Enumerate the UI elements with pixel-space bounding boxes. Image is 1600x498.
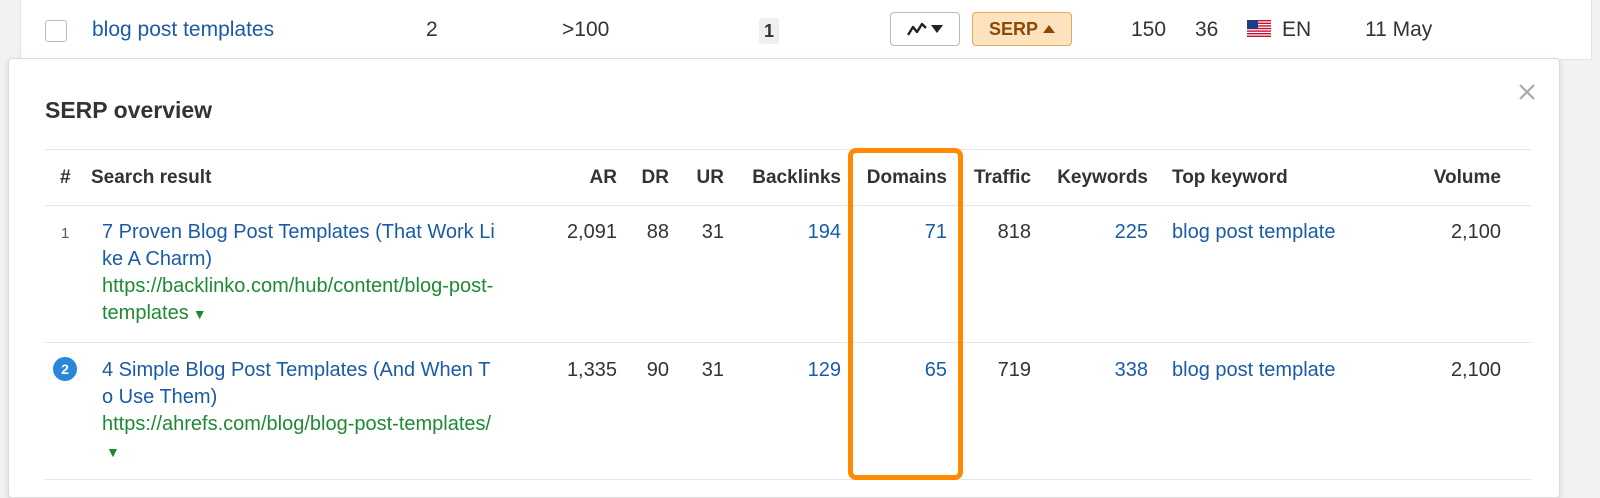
header-domains[interactable]: Domains [866, 167, 947, 188]
keyword-link[interactable]: blog post templates [92, 18, 275, 41]
result-volume: 2,100 [1450, 359, 1501, 381]
trend-chart-icon [907, 22, 927, 36]
result-top-keyword-link[interactable]: blog post template [1172, 221, 1336, 243]
result-dr: 88 [646, 221, 669, 243]
result-rank: 1 [61, 225, 70, 242]
result-volume: 2,100 [1450, 221, 1501, 243]
serp-overview-panel: SERP overview # Search result AR DR UR B… [8, 58, 1560, 498]
result-dr: 90 [646, 359, 669, 381]
metric-b: 36 [1195, 18, 1219, 41]
result-url-text: https://ahrefs.com/blog/blog-post-templa… [102, 413, 492, 435]
result-ur: 31 [701, 359, 724, 381]
divider [45, 479, 1531, 480]
result-backlinks-link[interactable]: 194 [807, 221, 841, 243]
result-domains-link[interactable]: 65 [924, 359, 947, 381]
language: EN [1282, 18, 1312, 41]
result-url-text: https://backlinko.com/hub/content/blog-p… [102, 275, 494, 324]
close-icon[interactable] [1512, 77, 1542, 107]
keyword-position: 2 [426, 18, 438, 41]
keyword-volume: >100 [562, 18, 610, 41]
caret-down-icon[interactable]: ▼ [106, 444, 120, 460]
result-ur: 31 [701, 221, 724, 243]
header-dr[interactable]: DR [641, 167, 669, 188]
result-title-link[interactable]: 4 Simple Blog Post Templates (And When T… [102, 359, 491, 408]
result-keywords-link[interactable]: 338 [1114, 359, 1148, 381]
result-backlinks-link[interactable]: 129 [807, 359, 841, 381]
last-updated-date: 11 May [1365, 18, 1433, 41]
result-url-link[interactable]: https://ahrefs.com/blog/blog-post-templa… [102, 411, 497, 466]
header-search-result[interactable]: Search result [91, 167, 212, 188]
result-traffic: 818 [997, 221, 1031, 243]
header-volume[interactable]: Volume [1433, 167, 1501, 188]
caret-down-icon [931, 25, 943, 33]
serp-toggle-button[interactable]: SERP [972, 12, 1072, 46]
divider [45, 149, 1531, 150]
result-ar: 2,091 [566, 221, 617, 243]
result-keywords-link[interactable]: 225 [1114, 221, 1148, 243]
header-keywords[interactable]: Keywords [1057, 167, 1148, 188]
header-ar[interactable]: AR [589, 167, 617, 188]
metric-a: 150 [1131, 18, 1167, 41]
result-domains-link[interactable]: 71 [924, 221, 947, 243]
header-rank: # [60, 167, 71, 188]
result-top-keyword-link[interactable]: blog post template [1172, 359, 1336, 381]
header-top-keyword[interactable]: Top keyword [1172, 167, 1288, 188]
divider [45, 205, 1531, 206]
result-rank-badge: 2 [53, 357, 77, 381]
result-ar: 1,335 [566, 359, 617, 381]
panel-title: SERP overview [45, 97, 213, 123]
result-title-link[interactable]: 7 Proven Blog Post Templates (That Work … [102, 221, 495, 270]
result-url-link[interactable]: https://backlinko.com/hub/content/blog-p… [102, 273, 497, 328]
us-flag-icon [1247, 20, 1271, 37]
kd-badge: 1 [759, 18, 780, 44]
serp-button-label: SERP [988, 19, 1039, 39]
header-traffic[interactable]: Traffic [973, 167, 1031, 188]
caret-up-icon [1043, 25, 1056, 33]
result-traffic: 719 [997, 359, 1031, 381]
row-checkbox[interactable] [45, 20, 67, 42]
caret-down-icon[interactable]: ▼ [192, 306, 207, 322]
header-ur[interactable]: UR [696, 167, 724, 188]
keyword-row: blog post templates 2 >100 1 SERP 150 36… [20, 0, 1592, 60]
divider [45, 342, 1531, 343]
trend-dropdown-button[interactable] [890, 12, 960, 46]
header-backlinks[interactable]: Backlinks [752, 167, 841, 188]
